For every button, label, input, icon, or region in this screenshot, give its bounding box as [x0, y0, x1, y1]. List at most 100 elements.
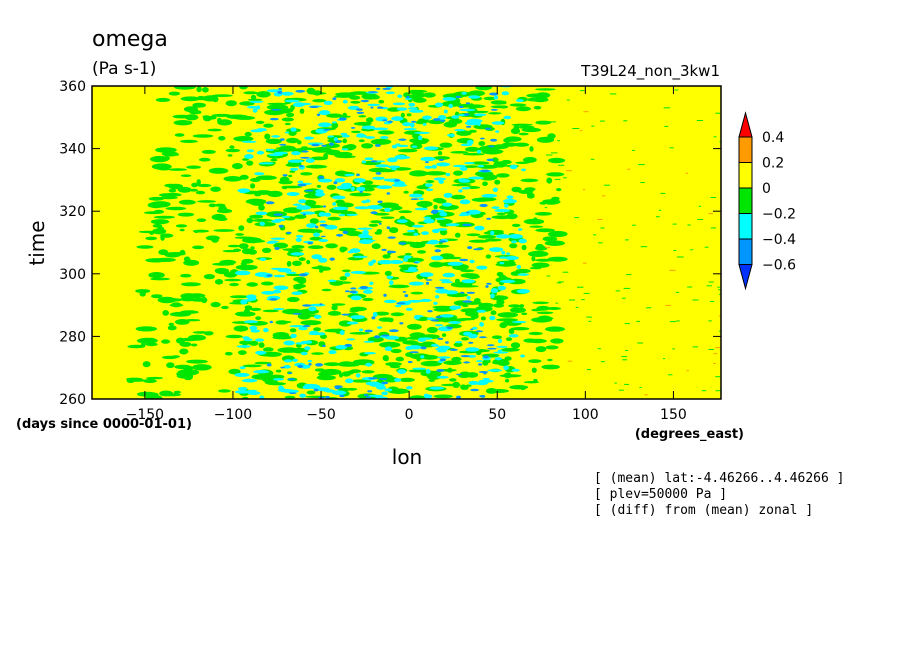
contour-patch-neg02: [483, 96, 497, 101]
contour-patch-neg02: [518, 189, 534, 194]
contour-patch-neg02: [286, 137, 300, 144]
contour-patch-neg02: [176, 373, 194, 379]
contour-patch-neg06: [486, 217, 492, 220]
contour-speck: [631, 224, 636, 226]
contour-patch-neg02: [379, 341, 401, 348]
contour-patch-neg06: [336, 233, 344, 237]
contour-patch-neg04: [386, 275, 394, 279]
contour-patch-neg04: [424, 146, 439, 150]
contour-patch-neg06: [387, 120, 393, 123]
contour-patch-neg04: [291, 291, 303, 296]
contour-patch-neg06: [302, 325, 311, 328]
contour-patch-neg04: [438, 179, 445, 184]
contour-patch-neg06: [273, 213, 283, 216]
contour-patch-neg04: [447, 261, 464, 266]
contour-patch-neg02: [535, 88, 556, 91]
contour-patch-neg04: [445, 172, 451, 177]
contour-patch-neg04: [436, 162, 451, 167]
contour-patch-neg02: [255, 190, 273, 195]
contour-patch-neg02: [272, 332, 290, 339]
contour-patch-neg04: [332, 121, 337, 124]
contour-patch-neg06: [269, 320, 273, 324]
contour-patch-neg02: [217, 117, 222, 124]
contour-patch-neg04: [521, 168, 526, 172]
contour-speck: [625, 350, 628, 351]
contour-patch-neg02: [321, 288, 332, 292]
contour-patch-neg02: [168, 322, 174, 326]
run-label: T39L24_non_3kw1: [580, 62, 720, 81]
contour-speck: [669, 321, 677, 323]
contour-speck: [614, 382, 617, 384]
contour-patch-neg06: [350, 287, 357, 290]
contour-patch-neg04: [407, 345, 422, 350]
contour-patch-neg04: [432, 228, 440, 234]
contour-speck: [615, 290, 621, 292]
contour-patch-neg06: [322, 205, 327, 208]
contour-patch-neg02: [361, 93, 379, 100]
contour-patch-neg04: [290, 333, 297, 339]
contour-patch-neg02: [335, 92, 356, 97]
contour-patch-neg02: [370, 138, 392, 145]
contour-patch-neg04: [278, 385, 284, 391]
contour-speck: [575, 306, 579, 308]
contour-patch-neg02: [451, 356, 462, 362]
colorbar-label: 0.4: [762, 130, 784, 146]
contour-patch-neg04: [406, 386, 413, 390]
contour-patch-neg02: [533, 105, 542, 110]
contour-patch-neg04: [417, 338, 427, 342]
contour-patch-neg02: [422, 203, 428, 209]
contour-speck: [566, 99, 570, 101]
contour-patch-neg04: [448, 103, 454, 109]
contour-patch-neg06: [455, 95, 461, 99]
contour-patch-neg04: [424, 394, 433, 399]
contour-patch-neg02: [548, 157, 566, 164]
contour-patch-neg06: [341, 313, 350, 316]
contour-patch-neg02: [368, 223, 379, 227]
contour-patch-neg04: [273, 285, 289, 291]
contour-speck: [577, 286, 584, 288]
contour-patch-neg04: [461, 279, 475, 284]
contour-patch-neg04: [307, 359, 312, 363]
contour-patch-neg02: [258, 204, 265, 211]
contour-speck: [602, 195, 606, 197]
contour-patch-neg04: [379, 136, 389, 139]
contour-patch-neg02: [211, 113, 232, 117]
contour-patch-neg04: [517, 228, 523, 231]
contour-patch-neg02: [460, 269, 475, 273]
contour-patch-neg02: [229, 282, 240, 287]
note-line: [ (mean) lat:-4.46266..4.46266 ]: [594, 471, 844, 486]
contour-patch-neg04: [328, 350, 337, 355]
contour-patch-neg02: [197, 200, 217, 203]
contour-patch-neg02: [255, 316, 262, 320]
contour-patch-neg06: [434, 286, 445, 289]
contour-patch-neg02: [454, 232, 461, 238]
contour-patch-neg02: [518, 132, 529, 136]
contour-patch-neg02: [278, 180, 294, 185]
contour-speck: [555, 302, 559, 304]
contour-patch-neg02: [178, 199, 196, 205]
contour-patch-neg02: [248, 265, 256, 270]
contour-patch-neg04: [397, 94, 403, 98]
contour-patch-neg04: [414, 207, 428, 211]
contour-patch-neg04: [476, 265, 488, 270]
contour-patch-neg02: [528, 359, 542, 363]
contour-patch-neg06: [399, 322, 404, 325]
contour-patch-neg02: [285, 163, 302, 167]
contour-patch-neg04: [516, 264, 522, 269]
contour-patch-neg02: [441, 383, 461, 387]
contour-patch-neg04: [385, 91, 395, 95]
note-line: [ (diff) from (mean) zonal ]: [594, 503, 813, 518]
contour-patch-neg04: [346, 338, 356, 341]
contour-patch-neg06: [364, 329, 373, 333]
contour-patch-neg02: [214, 203, 226, 207]
contour-patch-neg04: [376, 185, 393, 190]
contour-patch-neg04: [377, 326, 383, 329]
contour-patch-neg04: [395, 304, 402, 308]
contour-speck: [621, 356, 628, 358]
contour-patch-neg02: [409, 241, 426, 249]
contour-patch-neg02: [533, 217, 538, 223]
contour-patch-neg02: [269, 374, 285, 379]
contour-patch-neg02: [262, 351, 282, 357]
contour-patch-neg04: [318, 212, 326, 217]
contour-patch-neg02: [366, 117, 374, 123]
